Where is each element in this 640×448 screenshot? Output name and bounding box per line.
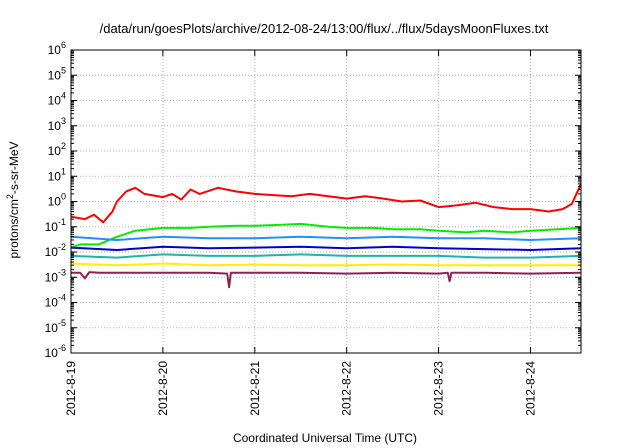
plot-frame bbox=[70, 49, 582, 354]
series-line-1 bbox=[70, 183, 582, 224]
y-tick-label: 100 bbox=[48, 192, 66, 209]
x-axis-label: Coordinated Universal Time (UTC) bbox=[233, 431, 417, 445]
series-line-6 bbox=[70, 262, 581, 267]
x-tick-label: 2012-8-22 bbox=[340, 361, 354, 416]
x-tick-label: 2012-8-24 bbox=[523, 361, 537, 416]
y-axis-label: protons/cm2-s-sr-MeV bbox=[5, 141, 21, 258]
y-tick-label: 101 bbox=[48, 166, 66, 183]
y-tick-label: 106 bbox=[48, 40, 66, 57]
x-axis-ticks: 2012-8-19 2012-8-20 2012-8-21 2012-8-22 2012… bbox=[64, 50, 537, 416]
series-lines bbox=[70, 183, 582, 289]
y-tick-label: 102 bbox=[48, 141, 66, 158]
chart-title: /data/run/goesPlots/archive/2012-08-24/1… bbox=[100, 21, 549, 36]
series-line-7 bbox=[71, 271, 582, 289]
y-tick-label: 10-2 bbox=[45, 242, 66, 259]
series-line-3 bbox=[70, 235, 582, 241]
series-line-5 bbox=[70, 253, 582, 259]
x-tick-label: 2012-8-20 bbox=[156, 361, 170, 416]
y-tick-label: 10-1 bbox=[45, 217, 66, 234]
x-tick-label: 2012-8-21 bbox=[248, 361, 262, 416]
y-tick-label: 10-5 bbox=[45, 318, 66, 335]
y-tick-label: 10-4 bbox=[45, 293, 66, 310]
y-axis-ticks: 10-6 10-5 10-4 10-3 10-2 10-1 100 101 102 103 104 1… bbox=[45, 40, 581, 360]
x-tick-label: 2012-8-19 bbox=[64, 361, 78, 416]
series-line-4 bbox=[70, 245, 582, 251]
y-tick-label: 104 bbox=[48, 91, 66, 108]
series-line-2 bbox=[70, 222, 582, 249]
x-tick-label: 2012-8-23 bbox=[432, 361, 446, 416]
y-tick-label: 10-6 bbox=[45, 343, 66, 360]
y-tick-label: 10-3 bbox=[45, 267, 66, 284]
y-tick-label: 105 bbox=[48, 65, 66, 82]
y-tick-label: 103 bbox=[48, 116, 66, 133]
grid-lines bbox=[71, 50, 581, 353]
